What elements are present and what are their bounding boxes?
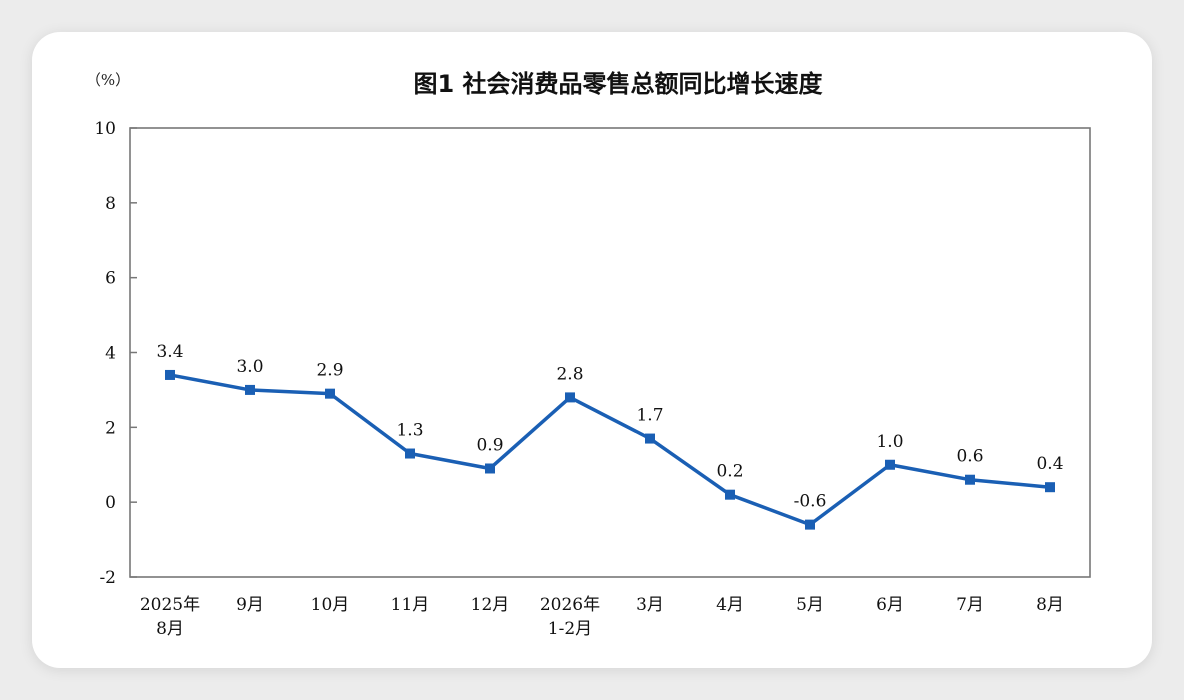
data-label: 1.7	[636, 406, 663, 426]
data-label: 3.4	[156, 342, 183, 362]
series-line	[169, 373, 1051, 527]
plot-frame	[129, 127, 1091, 578]
x-tick-label: 5月	[796, 595, 824, 615]
x-tick-label: 2026年 1-2月	[540, 595, 600, 639]
x-tick-label: 6月	[876, 595, 904, 615]
x-tick-label: 2025年 8月	[140, 595, 200, 639]
data-label: 0.9	[476, 435, 503, 455]
data-point	[645, 433, 655, 444]
chart-card	[32, 32, 1152, 668]
data-point	[885, 459, 895, 470]
y-tick-label: -2	[99, 568, 116, 588]
y-axis: -2 0 2 4 6 8 10	[94, 119, 137, 588]
y-tick-label: 4	[105, 344, 116, 364]
data-points	[165, 369, 1055, 530]
y-tick-label: 2	[105, 418, 116, 438]
x-tick-label: 9月	[236, 595, 264, 615]
x-tick-label: 11月	[391, 595, 430, 615]
data-point	[805, 519, 815, 530]
data-point	[725, 489, 735, 500]
data-point	[965, 474, 975, 485]
data-point	[245, 384, 255, 395]
data-label: 2.8	[556, 364, 583, 384]
data-label: 2.9	[316, 361, 343, 381]
x-tick-label: 8月	[1036, 595, 1064, 615]
y-tick-label: 0	[105, 493, 116, 513]
x-tick-label: 7月	[956, 595, 984, 615]
data-point	[565, 392, 575, 403]
x-tick-label: 12月	[471, 595, 510, 615]
x-axis: 2025年 8月 9月 10月 11月 12月 2026年 1-2月 3月 4月 5月 6月 7月 8月	[140, 595, 1064, 639]
data-label: 1.3	[396, 421, 423, 441]
data-label: 0.2	[716, 462, 743, 482]
data-label: 1.0	[876, 432, 903, 452]
data-point	[325, 388, 335, 399]
y-tick-label: 8	[105, 194, 116, 214]
y-axis-unit: （%）	[86, 71, 130, 89]
data-label: 0.6	[956, 447, 983, 467]
x-tick-label: 3月	[636, 595, 664, 615]
chart-title: 图1 社会消费品零售总额同比增长速度	[413, 70, 823, 98]
y-tick-label: 10	[94, 119, 116, 139]
data-point	[165, 369, 175, 380]
data-point	[405, 448, 415, 459]
data-label: 0.4	[1036, 454, 1063, 474]
data-labels: 3.4 3.0 2.9 1.3 0.9 2.8 1.7 0.2 -0.6 1.0 0.6 0.4	[156, 342, 1063, 512]
data-label: 3.0	[236, 357, 263, 377]
data-label: -0.6	[794, 492, 827, 512]
y-tick-label: 6	[105, 269, 116, 289]
x-tick-label: 4月	[716, 595, 744, 615]
x-tick-label: 10月	[311, 595, 350, 615]
data-point	[1045, 482, 1055, 493]
data-point	[485, 463, 495, 474]
